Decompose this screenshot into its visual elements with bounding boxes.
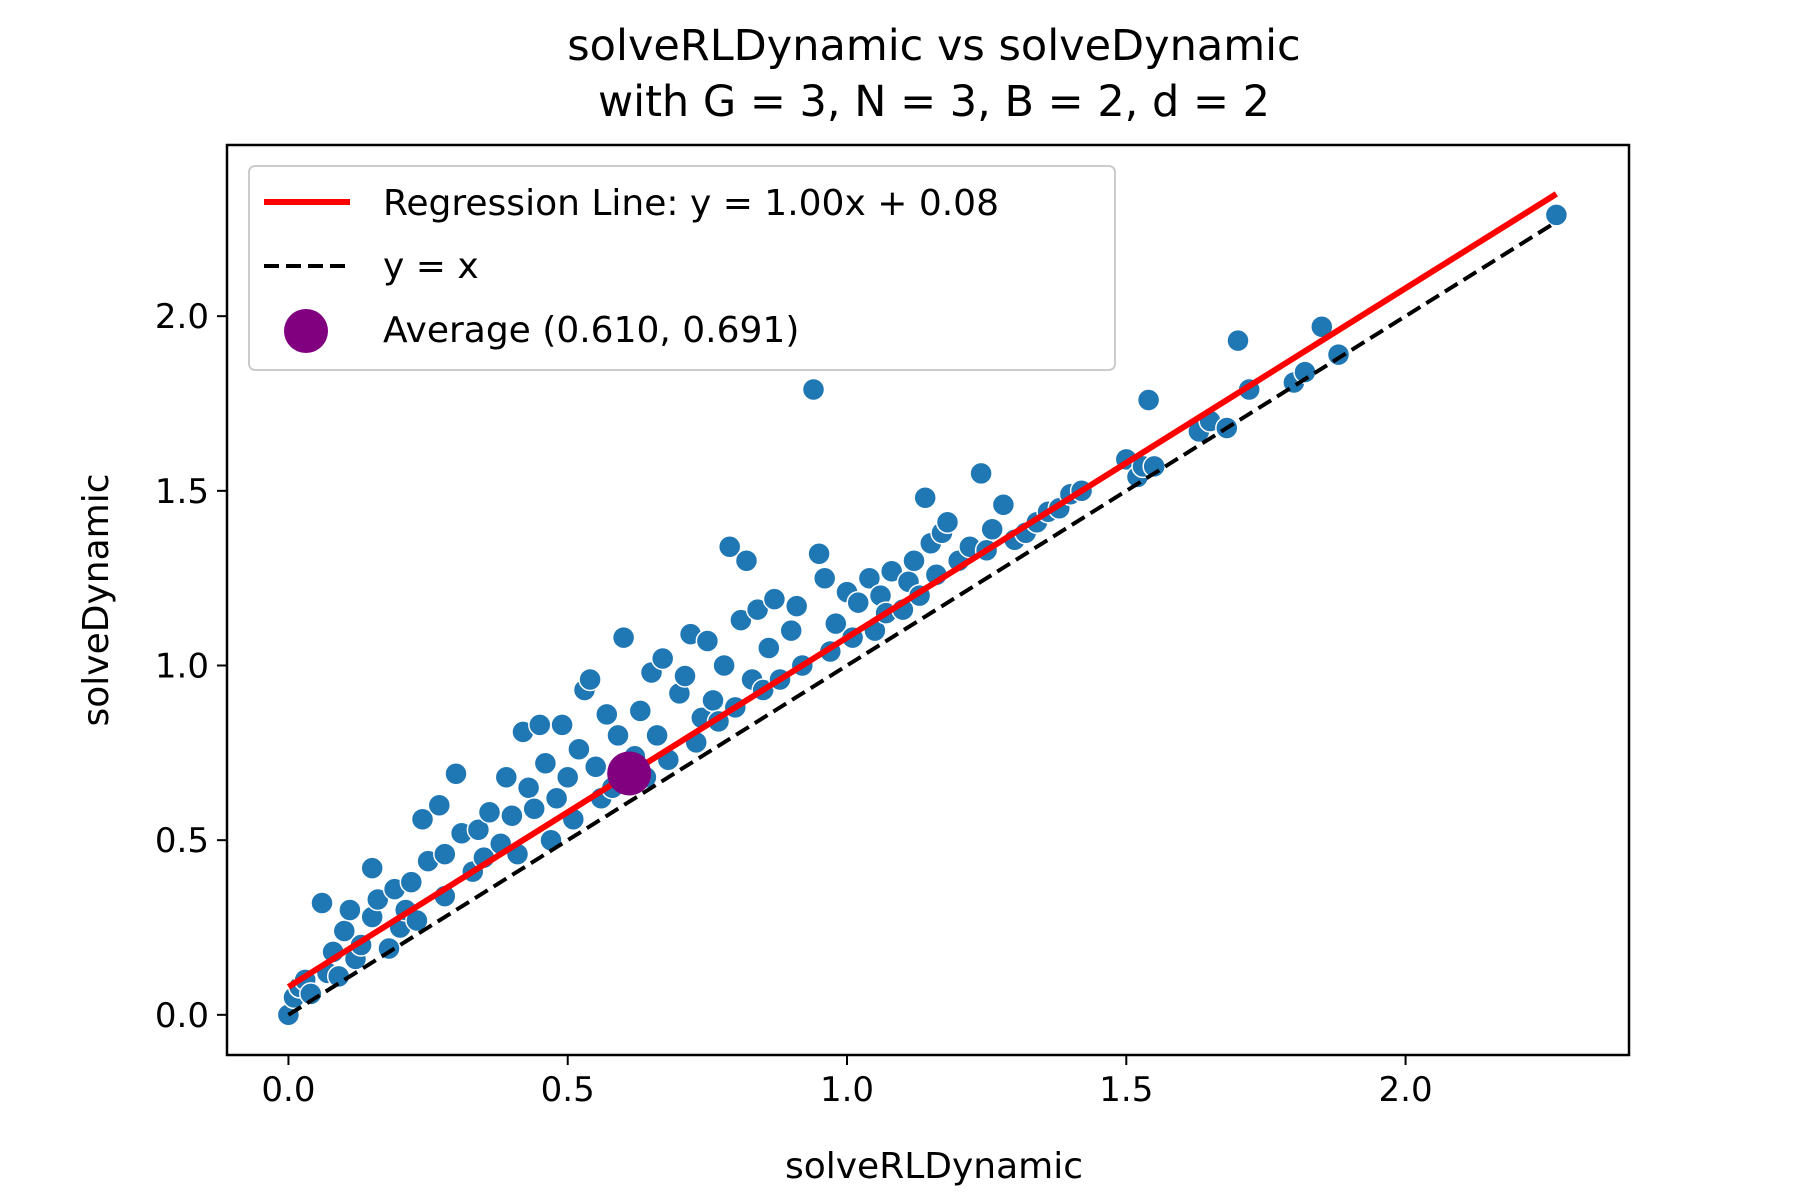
data-point (734, 548, 759, 573)
legend-box (248, 165, 1116, 371)
data-point (477, 800, 502, 824)
x-axis-label: solveRLDynamic (785, 1146, 1083, 1187)
data-point (377, 936, 401, 961)
data-point (366, 887, 390, 912)
data-point (913, 486, 937, 510)
data-point (645, 723, 669, 748)
data-point (595, 702, 619, 727)
y-axis-label: solveDynamic (76, 473, 117, 726)
legend-identity-label: y = x (383, 246, 479, 287)
identity-line (287, 220, 1558, 1017)
data-point (516, 776, 541, 800)
x-axis: 0.0 0.5 1.0 1.5 2.0 (261, 1055, 1433, 1110)
data-point (550, 713, 574, 737)
y-tick-label: 2.0 (155, 297, 209, 337)
data-point (528, 713, 552, 737)
data-point (779, 618, 803, 643)
data-point (717, 534, 742, 559)
data-point (673, 664, 697, 688)
data-point (360, 856, 384, 880)
data-point (824, 611, 848, 636)
data-point (628, 699, 653, 723)
data-point (611, 625, 636, 650)
legend-average-label: Average (0.610, 0.691) (383, 310, 799, 351)
x-tick-label: 1.5 (1099, 1070, 1153, 1110)
y-tick-label: 1.0 (155, 646, 209, 686)
data-point (712, 653, 736, 678)
data-point (522, 796, 546, 821)
y-tick-label: 0.0 (155, 996, 209, 1036)
data-point (879, 559, 904, 583)
data-point (500, 803, 524, 828)
data-point (807, 541, 831, 566)
data-point (757, 636, 781, 660)
data-point (695, 629, 720, 653)
legend-average-marker (284, 309, 328, 353)
data-point (310, 891, 334, 915)
data-point (980, 517, 1004, 542)
data-point (399, 870, 424, 894)
data-point (555, 765, 580, 790)
chart-title-line2: with G = 3, N = 3, B = 2, d = 2 (598, 77, 1270, 127)
chart-title-line1: solveRLDynamic vs solveDynamic (567, 21, 1300, 71)
x-tick-label: 1.0 (820, 1070, 874, 1110)
data-point (857, 566, 882, 590)
data-point (466, 817, 491, 842)
data-point (902, 548, 926, 573)
data-point (583, 755, 608, 779)
data-point (846, 590, 870, 615)
data-point (701, 688, 725, 713)
legend: Regression Line: y = 1.00x + 0.08 y = x … (248, 165, 1116, 371)
data-point (801, 377, 826, 402)
data-point (444, 762, 468, 786)
x-tick-label: 0.0 (261, 1070, 315, 1110)
data-point (567, 737, 591, 762)
average-point (607, 751, 652, 796)
data-point (745, 597, 770, 622)
legend-regression-label: Regression Line: y = 1.00x + 0.08 (383, 183, 999, 224)
data-point (784, 594, 809, 618)
data-point (935, 510, 960, 535)
data-point (650, 646, 675, 671)
data-point (544, 786, 569, 810)
data-point (533, 751, 558, 776)
y-tick-label: 0.5 (155, 821, 209, 861)
y-axis: 0.0 0.5 1.0 1.5 2.0 (155, 297, 227, 1036)
regression-line (286, 191, 1558, 990)
data-point (494, 765, 519, 790)
data-point (606, 723, 630, 748)
y-tick-label: 1.5 (155, 472, 209, 512)
data-point (729, 608, 753, 632)
plot-frame (225, 143, 1631, 1057)
data-point (1136, 388, 1161, 412)
data-point (433, 842, 457, 866)
data-point (578, 667, 602, 692)
data-point (338, 898, 362, 922)
x-tick-label: 2.0 (1379, 1070, 1433, 1110)
data-point (410, 807, 435, 831)
data-point (991, 493, 1016, 517)
data-point (1544, 203, 1569, 227)
data-point (812, 566, 837, 590)
data-point (969, 461, 993, 486)
data-point (427, 793, 452, 817)
data-point (1226, 328, 1250, 353)
data-point (762, 587, 787, 611)
x-tick-label: 0.5 (541, 1070, 595, 1110)
